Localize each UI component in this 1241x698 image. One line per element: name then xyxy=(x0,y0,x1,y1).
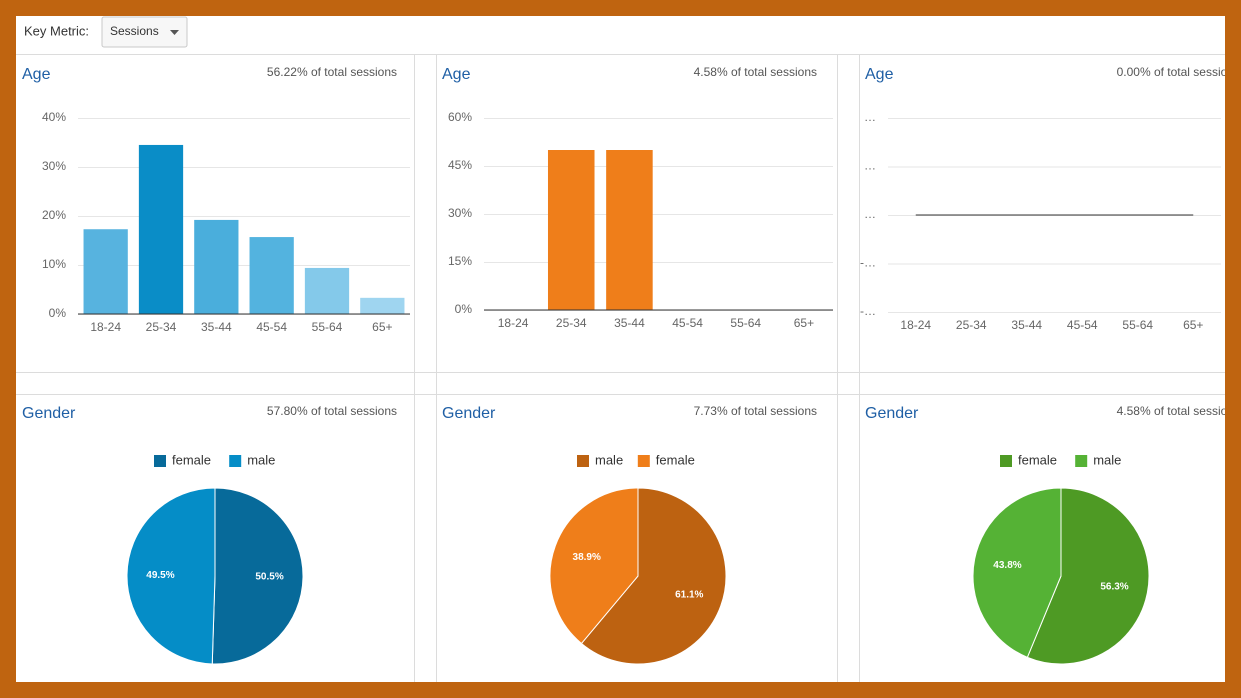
x-tick-label: 55-64 xyxy=(1122,318,1153,332)
legend-swatch xyxy=(577,455,589,467)
panel-title: Age xyxy=(865,66,894,83)
pie-slice xyxy=(211,487,304,665)
y-tick-label: 30% xyxy=(42,159,66,173)
y-tick-label: -… xyxy=(860,304,876,318)
panel-title: Gender xyxy=(22,405,76,422)
panel-subtitle: 4.58% of total sessions xyxy=(694,65,817,79)
x-tick-label: 55-64 xyxy=(312,320,343,334)
x-tick-label: 45-54 xyxy=(672,316,703,330)
x-tick-label: 65+ xyxy=(794,316,814,330)
frame-edge xyxy=(1225,0,1241,698)
bar xyxy=(138,144,184,314)
x-tick-label: 35-44 xyxy=(614,316,645,330)
frame-edge xyxy=(0,0,16,698)
legend-label: male xyxy=(1093,452,1121,467)
x-tick-label: 25-34 xyxy=(556,316,587,330)
x-tick-label: 35-44 xyxy=(201,320,232,334)
pie-slice xyxy=(972,487,1062,658)
legend-label: female xyxy=(172,452,211,467)
panel-subtitle: 0.00% of total sessions xyxy=(1117,65,1240,79)
bar xyxy=(304,267,350,314)
legend-swatch xyxy=(154,455,166,467)
x-tick-label: 25-34 xyxy=(956,318,987,332)
legend-swatch xyxy=(1075,455,1088,467)
y-tick-label: -… xyxy=(860,256,876,270)
panel-title: Gender xyxy=(865,405,919,422)
panel-subtitle: 7.73% of total sessions xyxy=(694,404,817,418)
bar xyxy=(606,150,653,310)
legend-swatch xyxy=(637,455,650,467)
y-tick-label: 30% xyxy=(448,206,472,220)
panel-title: Age xyxy=(22,66,51,83)
y-tick-label: 60% xyxy=(448,110,472,124)
panel-title: Age xyxy=(442,66,471,83)
slice-label: 56.3% xyxy=(1100,581,1128,592)
x-tick-label: 18-24 xyxy=(498,316,529,330)
bar xyxy=(360,297,405,314)
y-tick-label: 10% xyxy=(42,257,66,271)
bar xyxy=(194,219,239,314)
slice-label: 38.9% xyxy=(573,552,601,563)
y-tick-label: … xyxy=(864,110,876,124)
x-tick-label: 35-44 xyxy=(1011,318,1042,332)
pie-slice xyxy=(549,487,639,645)
y-tick-label: 0% xyxy=(49,306,67,320)
slice-label: 61.1% xyxy=(675,589,703,600)
panel-subtitle: 57.80% of total sessions xyxy=(267,404,397,418)
x-tick-label: 18-24 xyxy=(900,318,931,332)
x-tick-label: 55-64 xyxy=(730,316,761,330)
key-metric-label: Key Metric: xyxy=(24,23,89,38)
x-tick-label: 45-54 xyxy=(1067,318,1098,332)
pie-slice xyxy=(1026,487,1150,665)
slice-label: 43.8% xyxy=(993,560,1021,571)
frame-edge xyxy=(0,0,1241,16)
legend-label: male xyxy=(247,452,275,467)
panel-title: Gender xyxy=(442,405,496,422)
x-tick-label: 18-24 xyxy=(90,320,121,334)
bar xyxy=(83,229,128,314)
frame-edge xyxy=(0,682,1241,698)
charts: Age 56.22% of total sessions 0% 10% 20% 30% 40… xyxy=(22,65,1240,665)
y-tick-label: 0% xyxy=(455,302,473,316)
x-tick-label: 65+ xyxy=(1183,318,1203,332)
slice-label: 50.5% xyxy=(255,571,283,582)
bar xyxy=(547,150,595,310)
y-tick-label: … xyxy=(864,159,876,173)
y-tick-label: … xyxy=(864,207,876,221)
y-tick-label: 15% xyxy=(448,254,472,268)
x-tick-label: 25-34 xyxy=(146,320,177,334)
dropdown-box[interactable] xyxy=(101,16,188,48)
metric-dropdown[interactable]: Sessions xyxy=(101,16,188,48)
x-tick-label: 45-54 xyxy=(256,320,287,334)
legend-label: male xyxy=(595,452,623,467)
dropdown-value[interactable]: Sessions xyxy=(110,24,159,38)
legend-swatch xyxy=(1000,455,1012,467)
y-tick-label: 40% xyxy=(42,110,66,124)
x-tick-label: 65+ xyxy=(372,320,392,334)
dropdown-caret[interactable] xyxy=(170,30,179,35)
pie-slice xyxy=(580,487,727,665)
slice-label: 49.5% xyxy=(146,570,174,581)
y-tick-label: 20% xyxy=(42,208,66,222)
legend-swatch xyxy=(229,455,242,467)
panel-subtitle: 4.58% of total sessions xyxy=(1117,404,1240,418)
legend-label: female xyxy=(656,452,695,467)
y-tick-label: 45% xyxy=(448,158,472,172)
panel-subtitle: 56.22% of total sessions xyxy=(267,65,397,79)
legend-label: female xyxy=(1018,452,1057,467)
bar xyxy=(249,237,294,314)
pie-slice xyxy=(126,487,216,665)
